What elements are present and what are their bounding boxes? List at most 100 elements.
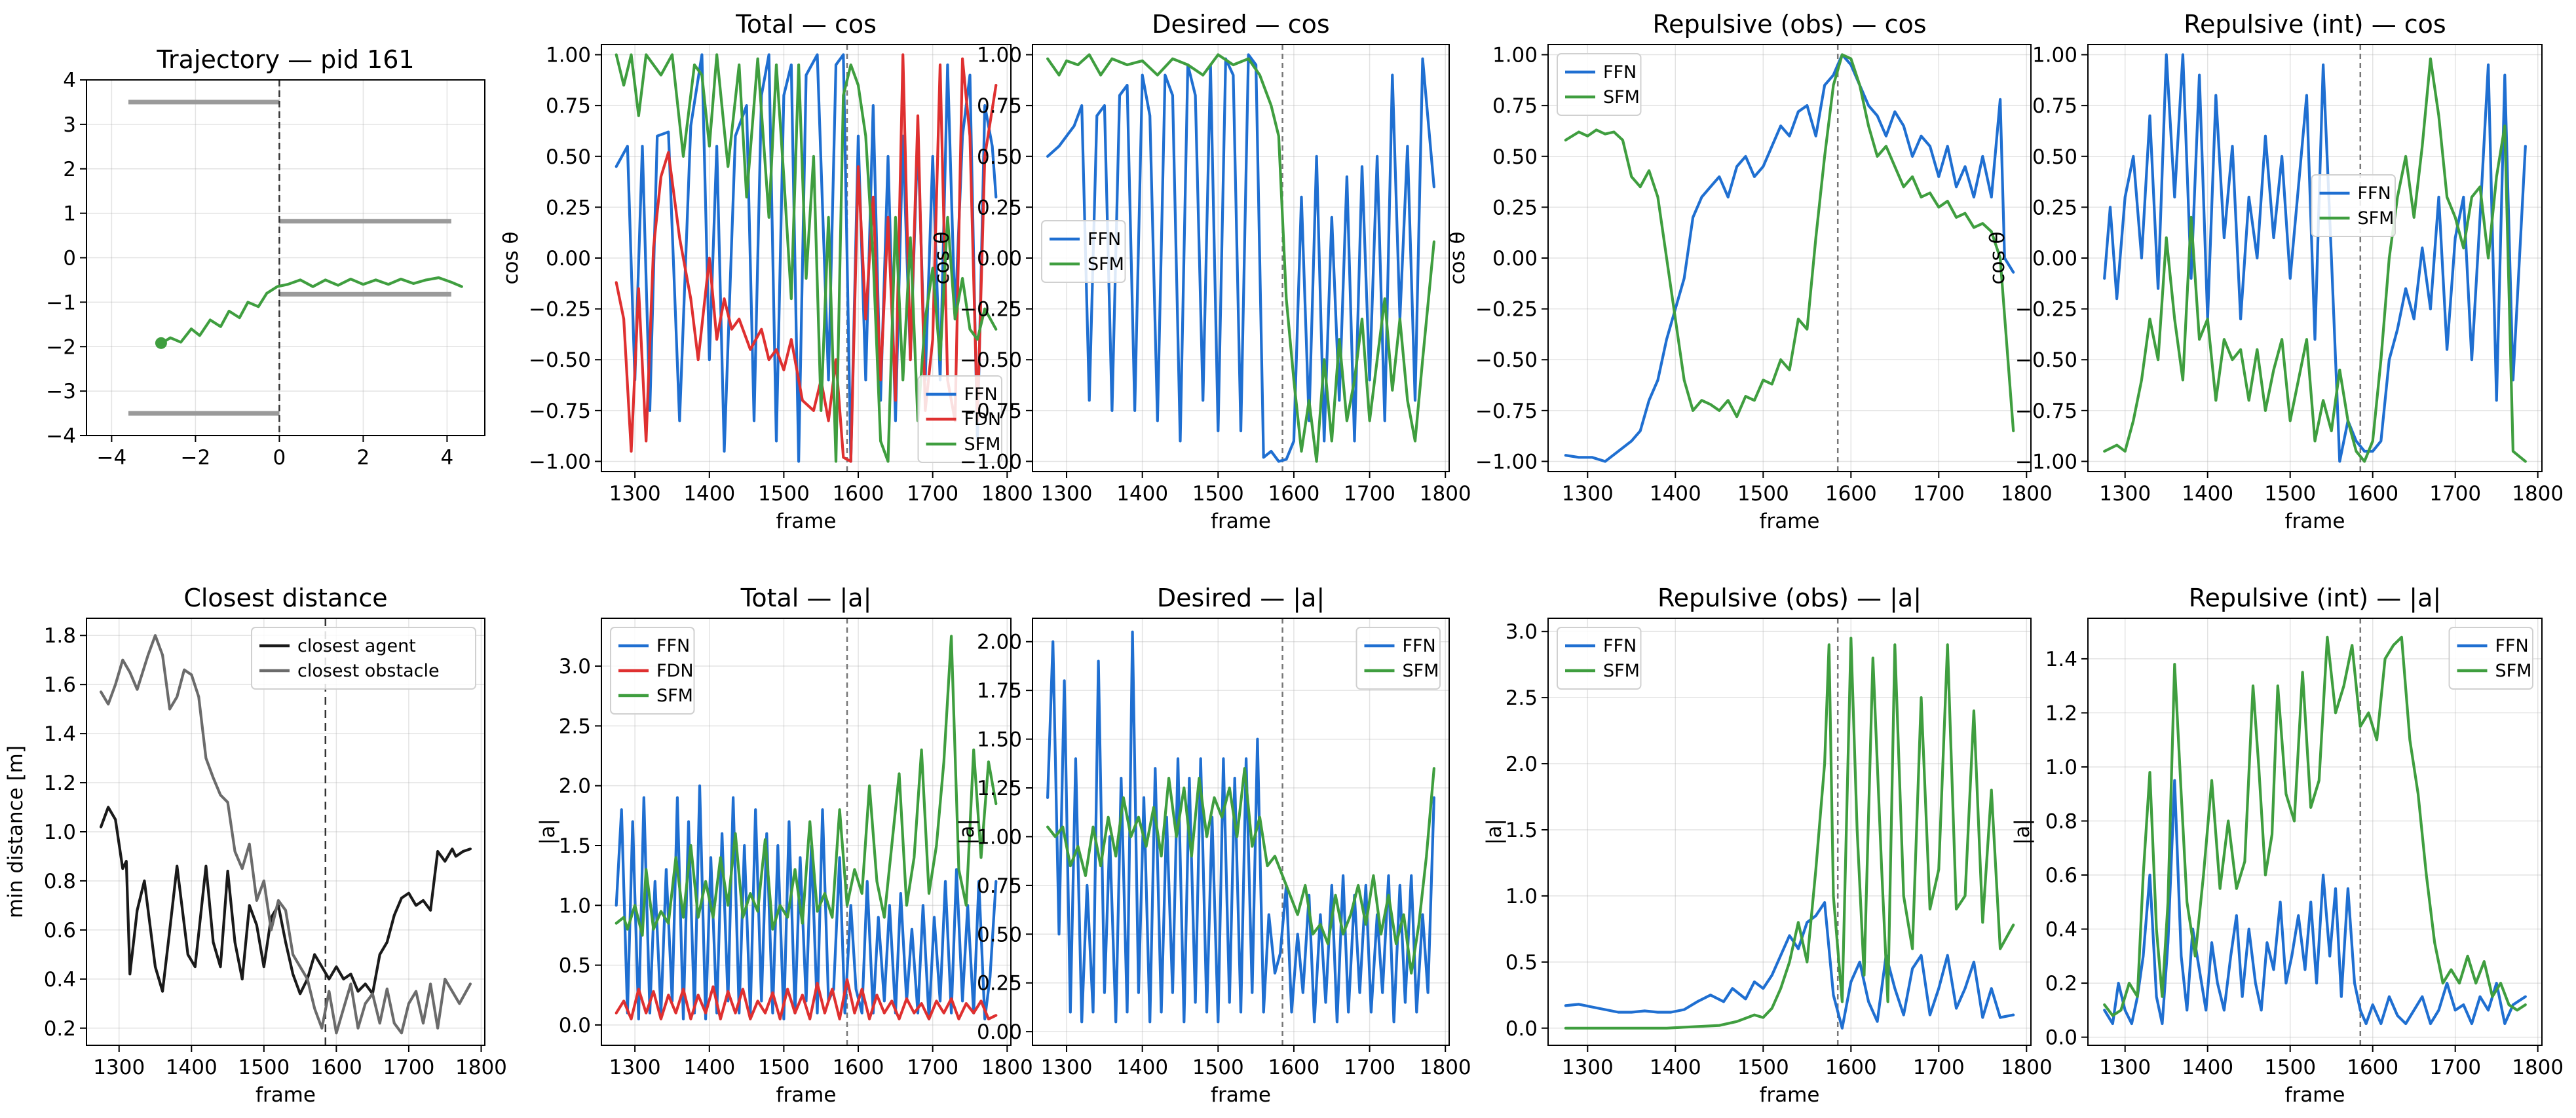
y-tick-label: −1 bbox=[46, 291, 76, 314]
chart-trajectory: −4 −2 0 2 4 −4 −3 −2 −1 0 1 2 3 4 Trajectory — pid 161 bbox=[46, 45, 485, 470]
y-tick-label: 0.00 bbox=[546, 247, 591, 270]
y-axis-label: cos θ bbox=[930, 232, 954, 285]
y-tick-label: −0.75 bbox=[960, 400, 1022, 423]
y-tick-label: 0 bbox=[63, 247, 76, 270]
legend-label: FDN bbox=[656, 661, 694, 681]
x-tick-label: 1700 bbox=[907, 482, 958, 506]
axes-frame bbox=[86, 79, 485, 436]
x-tick-label: 1300 bbox=[1562, 1056, 1614, 1079]
x-axis-label: frame bbox=[776, 510, 837, 533]
series-sfm bbox=[615, 635, 998, 937]
y-tick-label: 1.00 bbox=[546, 44, 591, 67]
series-sfm bbox=[2103, 635, 2527, 1017]
legend-label: SFM bbox=[656, 686, 693, 706]
legend-label: FFN bbox=[1603, 636, 1637, 656]
legend-box bbox=[610, 627, 695, 715]
series-ffn bbox=[615, 784, 998, 1020]
y-tick-label: 1.0 bbox=[1506, 885, 1538, 908]
y-tick-label: −0.25 bbox=[1475, 298, 1538, 322]
trajectory-path bbox=[158, 276, 463, 346]
chart-title: Total — cos bbox=[735, 10, 877, 39]
series-ffn bbox=[1564, 901, 2015, 1030]
y-tick-label: 1.0 bbox=[44, 821, 76, 844]
x-tick-label: 1500 bbox=[1192, 482, 1244, 506]
y-tick-label: 3.0 bbox=[559, 655, 591, 679]
chart-rep_int_cos: 1300 1400 1500 1600 1700 1800 −1.00 −0.75 −0.50 −… bbox=[1986, 10, 2564, 533]
series-ffn bbox=[2103, 53, 2527, 463]
x-tick-label: 1700 bbox=[907, 1056, 958, 1079]
y-tick-label: −0.50 bbox=[960, 348, 1022, 372]
y-axis-label: min distance [m] bbox=[4, 745, 28, 918]
y-tick-label: 1.00 bbox=[977, 44, 1022, 67]
x-tick-label: 1600 bbox=[311, 1056, 362, 1079]
y-tick-label: 0.75 bbox=[2032, 94, 2077, 118]
y-tick-label: 0.5 bbox=[559, 954, 591, 978]
y-tick-label: −2 bbox=[46, 335, 76, 359]
y-tick-label: 0.50 bbox=[1492, 145, 1538, 169]
y-tick-label: 0.00 bbox=[977, 247, 1022, 270]
y-tick-label: 0.0 bbox=[559, 1014, 591, 1037]
x-tick-label: −2 bbox=[181, 446, 211, 470]
y-tick-label: 1.4 bbox=[44, 722, 76, 746]
x-tick-label: 1700 bbox=[2429, 1056, 2481, 1079]
legend-label: SFM bbox=[1603, 661, 1640, 681]
y-tick-label: 0.75 bbox=[546, 94, 591, 118]
y-tick-label: 3.0 bbox=[1506, 620, 1538, 644]
legend-label: SFM bbox=[1603, 87, 1640, 107]
plot-area bbox=[128, 80, 463, 436]
legend: FFN SFM bbox=[2448, 627, 2533, 690]
y-tick-label: −0.50 bbox=[2015, 348, 2077, 372]
series-sfm bbox=[1564, 53, 2015, 433]
chart-title: Repulsive (int) — cos bbox=[2184, 10, 2446, 39]
x-tick-label: 1800 bbox=[2001, 1056, 2053, 1079]
x-tick-label: 1800 bbox=[2512, 1056, 2564, 1079]
y-tick-label: 0.8 bbox=[2045, 810, 2077, 833]
y-tick-label: −0.25 bbox=[960, 298, 1022, 322]
legend-label: FFN bbox=[964, 384, 998, 405]
y-axis-label: |a| bbox=[1483, 819, 1506, 845]
y-tick-label: −0.25 bbox=[2015, 298, 2077, 322]
legend: FFN SFM bbox=[1041, 220, 1126, 283]
chart-total_a: 1300 1400 1500 1600 1700 1800 0.0 0.5 1.0 1.5 2.0 2… bbox=[536, 584, 1033, 1107]
y-tick-label: −1.00 bbox=[529, 450, 591, 474]
y-tick-label: 0.25 bbox=[1492, 196, 1538, 219]
x-tick-label: 1600 bbox=[833, 482, 884, 506]
y-axis-label: cos θ bbox=[1986, 232, 2009, 285]
y-tick-label: 2.0 bbox=[1506, 753, 1538, 776]
series-sfm bbox=[1046, 767, 1435, 975]
legend-label: FDN bbox=[964, 409, 1002, 430]
y-tick-label: 0.50 bbox=[977, 145, 1022, 169]
plot-area bbox=[1564, 618, 2015, 1045]
legend-box bbox=[1041, 220, 1126, 283]
x-tick-label: 1300 bbox=[1041, 482, 1093, 506]
y-tick-label: 0.4 bbox=[44, 968, 76, 992]
x-tick-label: 1400 bbox=[683, 1056, 735, 1079]
x-tick-label: 1400 bbox=[1116, 482, 1168, 506]
y-tick-label: −0.50 bbox=[1475, 348, 1538, 372]
legend-label: SFM bbox=[964, 434, 1001, 455]
y-tick-label: 0.00 bbox=[2032, 247, 2077, 270]
x-tick-label: 1300 bbox=[1562, 482, 1614, 506]
x-tick-label: 1800 bbox=[1420, 1056, 1471, 1079]
x-tick-label: 1800 bbox=[981, 482, 1033, 506]
y-tick-label: 0.25 bbox=[977, 972, 1022, 996]
x-tick-label: 1500 bbox=[758, 1056, 810, 1079]
y-tick-label: 1.2 bbox=[2045, 701, 2077, 725]
x-tick-label: 1700 bbox=[1913, 482, 1965, 506]
y-tick-label: 0.00 bbox=[977, 1020, 1022, 1044]
chart-rep_obs_a: 1300 1400 1500 1600 1700 1800 0.0 0.5 1.0 1.5 2.0 2… bbox=[1483, 584, 2053, 1107]
x-tick-label: 1600 bbox=[2347, 1056, 2398, 1079]
x-tick-label: 1600 bbox=[1825, 1056, 1877, 1079]
x-axis-label: frame bbox=[1211, 1083, 1271, 1107]
x-axis-label: frame bbox=[1211, 510, 1271, 533]
y-axis-label: cos θ bbox=[1446, 232, 1469, 285]
chart-title: Repulsive (obs) — |a| bbox=[1657, 584, 1922, 613]
y-tick-label: 1.00 bbox=[2032, 44, 2077, 67]
y-tick-label: 0.2 bbox=[44, 1017, 76, 1041]
y-tick-label: 0.25 bbox=[977, 196, 1022, 219]
y-tick-label: −0.50 bbox=[529, 348, 591, 372]
x-tick-label: 1700 bbox=[2429, 482, 2481, 506]
axes-frame bbox=[1032, 618, 1450, 1046]
y-tick-label: 2.00 bbox=[977, 631, 1022, 654]
chart-title: Total — |a| bbox=[740, 584, 872, 613]
